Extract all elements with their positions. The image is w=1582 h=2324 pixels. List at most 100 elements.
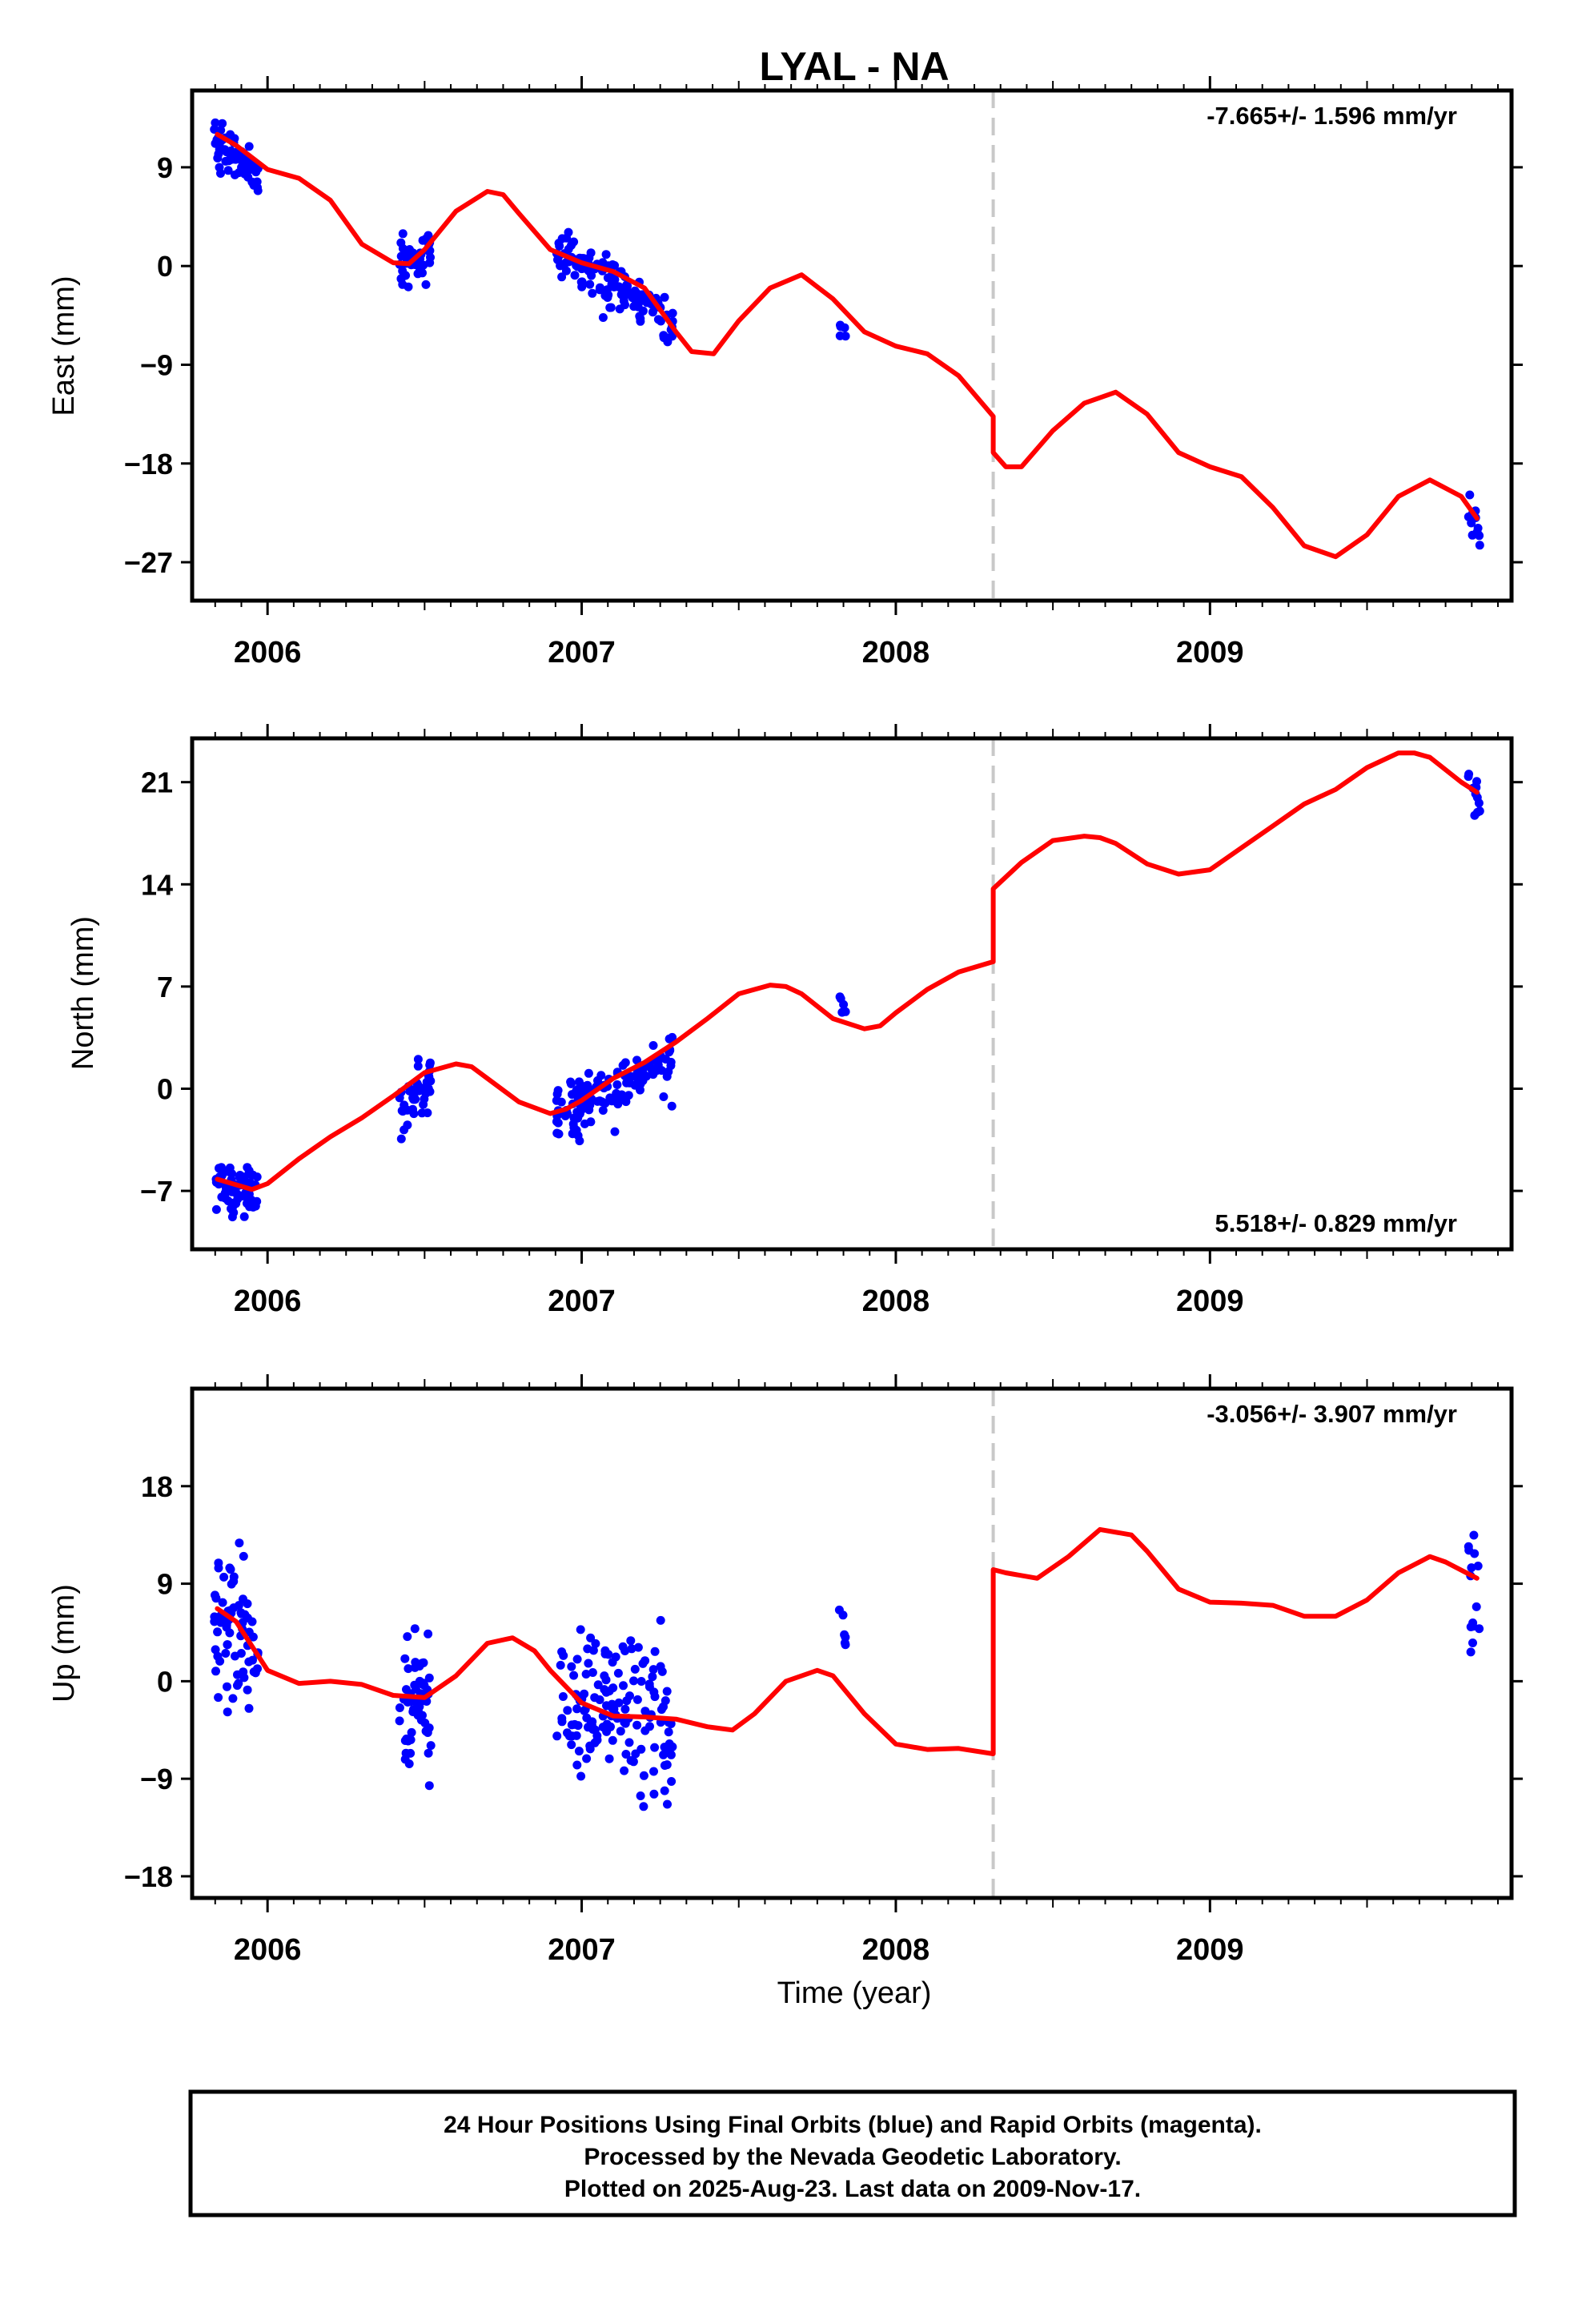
- data-point: [838, 1610, 848, 1620]
- data-point: [633, 1642, 643, 1652]
- data-point: [595, 283, 604, 292]
- data-point: [567, 1720, 576, 1730]
- x-tick-label: 2006: [234, 636, 302, 669]
- data-point: [243, 172, 253, 182]
- data-point: [648, 1041, 658, 1050]
- data-point: [215, 140, 224, 149]
- data-point: [608, 1658, 617, 1667]
- x-tick-label: 2008: [862, 1933, 930, 1967]
- data-point: [617, 1090, 626, 1100]
- data-point: [576, 1625, 585, 1634]
- data-point: [600, 1646, 610, 1655]
- data-point: [413, 269, 423, 279]
- data-point: [841, 1007, 850, 1016]
- data-point: [615, 283, 624, 292]
- data-point: [586, 1719, 596, 1728]
- data-point: [421, 279, 431, 289]
- data-point: [230, 170, 239, 179]
- footer-line-2: Processed by the Nevada Geodetic Laborat…: [584, 2144, 1121, 2170]
- data-point: [1468, 1638, 1477, 1647]
- data-point: [235, 1538, 244, 1548]
- data-point: [1475, 806, 1484, 816]
- plot-background: [192, 1389, 1512, 1898]
- data-point: [1464, 772, 1473, 782]
- data-point: [223, 1682, 231, 1691]
- data-point: [666, 1750, 676, 1759]
- data-point: [620, 1704, 630, 1714]
- data-point: [243, 1599, 252, 1609]
- data-point: [623, 281, 632, 291]
- data-point: [588, 1646, 598, 1655]
- data-point: [659, 1092, 669, 1101]
- data-point: [417, 1659, 427, 1668]
- panels-group: 9 0 −9 −18 −27 2006 2007 2008 2009 East (mm) -7.66…: [47, 76, 1523, 1967]
- data-point: [398, 266, 408, 275]
- data-point: [213, 153, 223, 163]
- y-tick-label: 7: [157, 971, 173, 1003]
- data-point: [636, 1791, 645, 1800]
- data-point: [552, 1096, 561, 1105]
- data-point: [636, 316, 645, 326]
- data-point: [590, 1693, 600, 1703]
- data-point: [211, 1590, 219, 1600]
- data-point: [626, 1755, 636, 1765]
- data-point: [616, 1727, 625, 1736]
- data-point: [659, 333, 669, 343]
- data-point: [632, 1072, 641, 1082]
- data-point: [576, 1108, 584, 1117]
- data-point: [622, 1696, 632, 1706]
- data-point: [841, 332, 850, 341]
- data-point: [228, 1203, 237, 1212]
- data-point: [223, 1640, 232, 1650]
- data-point: [424, 1084, 433, 1093]
- data-point: [558, 1692, 568, 1701]
- velocity-rate-label: 5.518+/- 0.829 mm/yr: [1215, 1209, 1457, 1237]
- data-point: [640, 1656, 650, 1666]
- data-point: [630, 1664, 640, 1674]
- y-tick-label: −18: [124, 1860, 173, 1893]
- data-point: [396, 274, 406, 283]
- data-point: [424, 1629, 433, 1638]
- data-point: [556, 261, 565, 271]
- data-point: [620, 288, 630, 298]
- data-point: [553, 1118, 563, 1128]
- data-point: [580, 1101, 590, 1110]
- data-point: [639, 1802, 648, 1811]
- data-point: [1470, 1549, 1480, 1558]
- data-point: [631, 1749, 640, 1759]
- data-point: [610, 1127, 620, 1136]
- data-point: [223, 1707, 232, 1717]
- data-point: [841, 1632, 850, 1642]
- data-point: [662, 1743, 672, 1753]
- data-point: [218, 1598, 227, 1607]
- data-point: [557, 234, 567, 243]
- data-point: [624, 1738, 634, 1747]
- data-point: [574, 1747, 584, 1756]
- data-point: [407, 1727, 416, 1737]
- x-tick-label: 2009: [1176, 636, 1244, 669]
- x-tick-label: 2006: [234, 1933, 302, 1967]
- data-point: [218, 119, 227, 128]
- data-point: [239, 1212, 249, 1221]
- x-tick-label: 2007: [548, 1933, 616, 1967]
- data-point: [652, 1056, 662, 1066]
- data-point: [223, 166, 233, 175]
- data-point: [228, 1694, 238, 1703]
- data-point: [227, 1212, 237, 1222]
- data-point: [650, 1743, 660, 1752]
- data-point: [640, 1707, 650, 1716]
- data-point: [638, 1076, 648, 1085]
- data-point: [426, 1741, 436, 1751]
- data-point: [210, 1617, 219, 1626]
- data-point: [660, 1786, 669, 1795]
- data-point: [570, 271, 580, 280]
- data-point: [231, 1186, 240, 1196]
- data-point: [601, 1687, 611, 1697]
- data-point: [608, 1683, 618, 1693]
- data-point: [627, 1644, 636, 1654]
- data-point: [572, 1704, 582, 1714]
- data-point: [586, 248, 596, 258]
- velocity-rate-label: -7.665+/- 1.596 mm/yr: [1207, 102, 1457, 130]
- data-point: [1475, 541, 1484, 550]
